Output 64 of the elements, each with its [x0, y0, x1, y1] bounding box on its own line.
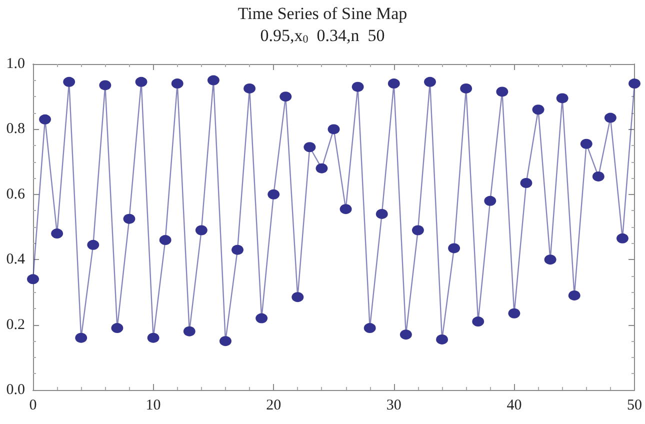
point: [532, 104, 544, 115]
y-tick-label: 0.4: [6, 252, 26, 268]
x-tick-label: 0: [29, 398, 37, 414]
point: [244, 83, 256, 94]
point: [460, 83, 472, 94]
point: [87, 240, 100, 250]
point: [171, 78, 184, 89]
point: [424, 76, 436, 87]
point: [352, 82, 364, 92]
point: [256, 313, 268, 324]
point: [207, 75, 220, 86]
point: [604, 112, 616, 123]
point: [304, 142, 316, 152]
y-tick-label: 0.6: [6, 186, 26, 202]
point: [111, 323, 124, 334]
point: [328, 124, 340, 134]
point: [340, 204, 352, 214]
y-tick-label: 0.2: [6, 316, 25, 333]
y-tick-label: 0.0: [6, 382, 25, 398]
x-tick-label: 20: [266, 398, 282, 414]
x-tick-label: 40: [506, 398, 522, 414]
point: [472, 316, 484, 327]
point: [508, 308, 520, 318]
point: [292, 292, 304, 302]
point: [147, 332, 160, 343]
point: [436, 334, 448, 344]
point: [556, 93, 568, 104]
y-tick-label: 1.0: [6, 56, 25, 72]
y-tick-label: 0.8: [6, 121, 25, 138]
point: [376, 208, 388, 219]
point: [496, 86, 508, 97]
x-tick-label: 10: [146, 398, 161, 414]
point: [448, 243, 460, 254]
point: [268, 189, 280, 200]
point: [232, 244, 244, 255]
point: [135, 76, 148, 87]
point: [388, 78, 400, 89]
point: [123, 214, 136, 224]
point: [616, 233, 628, 244]
point: [628, 78, 640, 89]
point: [364, 323, 376, 334]
point: [39, 114, 52, 124]
point: [27, 274, 39, 284]
point: [51, 228, 64, 239]
point: [592, 171, 604, 182]
point: [520, 178, 532, 188]
point: [195, 225, 208, 236]
chart-title: Time Series of Sine Map: [238, 4, 408, 23]
point: [280, 92, 292, 102]
point: [183, 326, 196, 336]
point: [316, 163, 328, 174]
point: [75, 332, 88, 343]
point: [99, 80, 112, 90]
point: [568, 290, 580, 300]
point: [219, 336, 232, 346]
point: [63, 76, 76, 87]
point: [544, 254, 556, 265]
point: [400, 330, 412, 340]
point: [159, 235, 172, 246]
point: [484, 196, 496, 206]
point: [580, 138, 592, 149]
x-tick-label: 50: [627, 398, 642, 414]
point: [412, 225, 424, 236]
x-tick-label: 30: [386, 398, 402, 414]
